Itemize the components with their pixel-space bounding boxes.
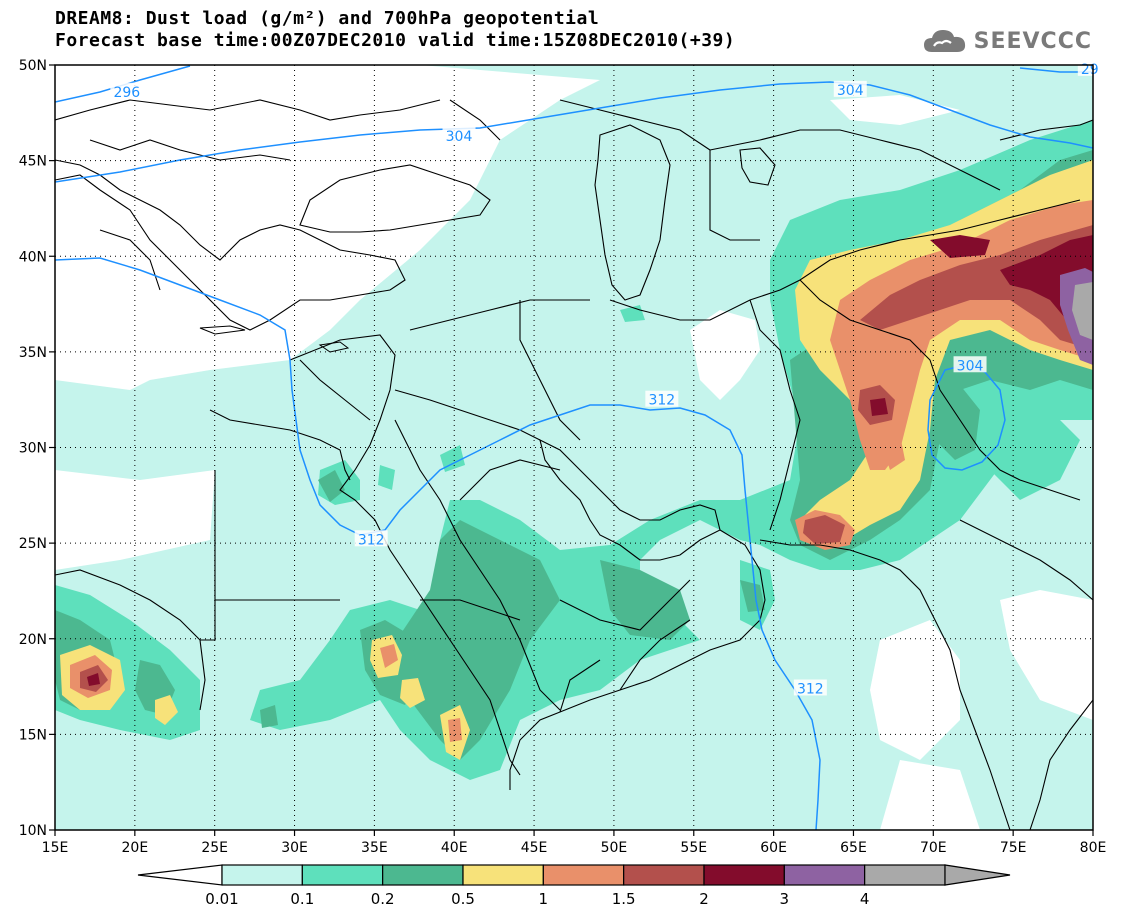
contour-label-bg (833, 80, 867, 97)
colorbar-label: 1.5 (612, 890, 636, 908)
contour-label: 296 (113, 85, 140, 101)
contour-label-bg (953, 356, 987, 373)
contour-label: 29 (1081, 62, 1099, 78)
contour-label-bg (442, 126, 476, 143)
map-title: DREAM8: Dust load (g/m²) and 700hPa geop… (55, 8, 600, 29)
colorbar-over-arrow (944, 864, 1011, 886)
coastlines (55, 99, 1093, 830)
lat-tick-label: 35N (19, 345, 47, 361)
colorbar-segment (623, 864, 705, 886)
colorbar-segment (783, 864, 866, 886)
seevccc-logo: SEEVCCC (922, 26, 1092, 56)
lat-tick-label: 10N (19, 823, 47, 839)
lat-tick-label: 40N (19, 249, 47, 265)
colorbar-label: 3 (780, 890, 790, 908)
colorbar-segment (864, 864, 946, 886)
lon-tick-label: 20E (122, 840, 149, 856)
colorbar-segment (301, 864, 384, 886)
contour-label: 304 (837, 83, 864, 99)
lat-tick-label: 15N (19, 727, 47, 743)
forecast-time-subtitle: Forecast base time:00Z07DEC2010 valid ti… (55, 30, 736, 51)
colorbar-under-arrow (137, 864, 223, 886)
colorbar-label: 4 (860, 890, 870, 908)
lat-tick-label: 20N (19, 632, 47, 648)
contour-labels: 296 304 304 29 304 312 312 312 (110, 59, 1102, 697)
colorbar-segment (462, 864, 544, 886)
lon-tick-label: 15E (42, 840, 69, 856)
colorbar: 0.01 0.1 0.2 0.5 1 1.5 2 3 4 (137, 864, 1011, 908)
contour-label-bg (645, 390, 679, 407)
latitude-axis: 50N 45N 40N 35N 30N 25N 20N 15N 10N (19, 58, 55, 839)
contour-label-bg (1077, 59, 1102, 76)
lon-tick-label: 45E (521, 840, 548, 856)
lon-tick-label: 35E (361, 840, 388, 856)
contour-label: 312 (797, 681, 824, 697)
lat-tick-label: 50N (19, 58, 47, 74)
colorbar-label: 0.5 (451, 890, 475, 908)
contour-label: 304 (957, 358, 984, 374)
contour-label: 312 (648, 393, 675, 409)
colorbar-segment (542, 864, 625, 886)
contour-label: 304 (446, 129, 473, 145)
lat-tick-label: 25N (19, 536, 47, 552)
lon-tick-label: 65E (840, 840, 867, 856)
colorbar-segment (221, 864, 303, 886)
contour-label: 312 (358, 532, 385, 548)
contour-label-bg (110, 82, 144, 99)
colorbar-segment (703, 864, 785, 886)
dust-field (55, 65, 1093, 830)
colorbar-label: 2 (699, 890, 709, 908)
lon-tick-label: 40E (441, 840, 468, 856)
logo-text: SEEVCCC (973, 28, 1092, 54)
cloud-icon (923, 30, 965, 52)
colorbar-segment (382, 864, 464, 886)
lon-tick-label: 60E (760, 840, 787, 856)
lat-tick-label: 30N (19, 441, 47, 457)
longitude-axis: 15E 20E 25E 30E 35E 40E 45E 50E 55E 60E 65E 70E 75E 8… (42, 830, 1107, 856)
colorbar-label: 1 (539, 890, 549, 908)
lon-tick-label: 75E (1000, 840, 1027, 856)
lon-tick-label: 55E (680, 840, 707, 856)
colorbar-label: 0.01 (205, 890, 238, 908)
lat-tick-label: 45N (19, 154, 47, 170)
contour-label-bg (793, 679, 827, 696)
colorbar-label: 0.1 (290, 890, 314, 908)
lon-tick-label: 25E (201, 840, 228, 856)
lon-tick-label: 30E (281, 840, 308, 856)
lon-tick-label: 80E (1080, 840, 1107, 856)
graticule (55, 65, 1093, 830)
colorbar-label: 0.2 (371, 890, 395, 908)
lon-tick-label: 50E (601, 840, 628, 856)
contour-label-bg (354, 530, 388, 547)
lon-tick-label: 70E (920, 840, 947, 856)
